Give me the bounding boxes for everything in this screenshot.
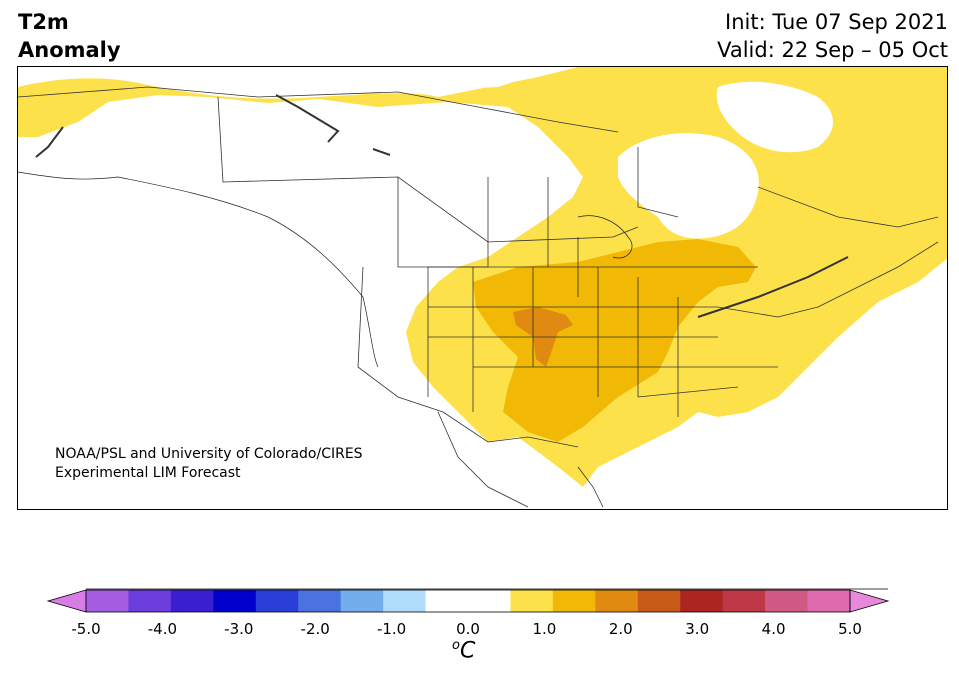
init-date: Init: Tue 07 Sep 2021 [725,10,948,34]
colorbar-segment [680,590,724,612]
anomaly-map [18,67,947,509]
colorbar-segment [595,590,639,612]
colorbar-segment [86,590,129,612]
colorbar-extend-high [849,589,890,613]
map-title: T2m Anomaly [18,8,121,64]
colorbar-segment [807,590,851,612]
colorbar-segment [468,590,511,612]
colorbar [46,588,890,613]
colorbar-tick-label: -3.0 [224,620,254,638]
colorbar-tick-label: -1.0 [376,620,407,638]
colorbar-tick-label: 5.0 [838,620,862,638]
colorbar-tick-label: 3.0 [685,620,710,638]
colorbar-tick-label: 2.0 [608,620,633,638]
colorbar-tick-label: -2.0 [300,620,330,638]
colorbar-extend-low [46,589,87,613]
anomaly-fill-medium [473,239,756,442]
unit-celsius: C [459,638,476,664]
forecast-dates: Init: Tue 07 Sep 2021 Valid: 22 Sep – 05… [717,8,948,64]
neutral-areas [398,67,833,239]
colorbar-segment [213,590,257,612]
colorbar-segment [552,590,596,612]
colorbar-segment [510,590,554,612]
unit-degree: o [452,638,460,653]
colorbar-segment [128,590,172,612]
colorbar-segment [722,590,766,612]
colorbar-tick-label: -4.0 [147,620,178,638]
colorbar-tick-label: 1.0 [532,620,557,638]
unit-label: oC [452,638,475,663]
colorbar-tick-label: 0.0 [456,620,480,638]
colorbar-tick-label: -5.0 [71,620,101,638]
colorbar-ticks: -5.0 -4.0 -3.0 -2.0 -1.0 0.0 1.0 2.0 3.0 4.0 5.0 [0,620,959,642]
colorbar-segment [340,590,384,612]
map-panel: NOAA/PSL and University of Colorado/CIRE… [17,66,948,510]
credit-text: NOAA/PSL and University of Colorado/CIRE… [55,445,363,483]
title-type: Anomaly [18,38,121,62]
colorbar-segment [765,590,809,612]
colorbar-segment [425,590,469,612]
colorbar-segment [298,590,342,612]
rivers [35,94,849,318]
credit-line-2: Experimental LIM Forecast [55,465,241,481]
colorbar-tick-label: 4.0 [761,620,786,638]
credit-line-1: NOAA/PSL and University of Colorado/CIRE… [55,446,363,462]
colorbar-segment [637,590,681,612]
colorbar-segment [383,590,427,612]
colorbar-segment [170,590,214,612]
colorbar-segment [255,590,299,612]
state-province-borders [18,86,939,508]
coastlines [18,171,633,508]
valid-range: Valid: 22 Sep – 05 Oct [717,38,948,62]
title-variable: T2m [18,10,69,34]
